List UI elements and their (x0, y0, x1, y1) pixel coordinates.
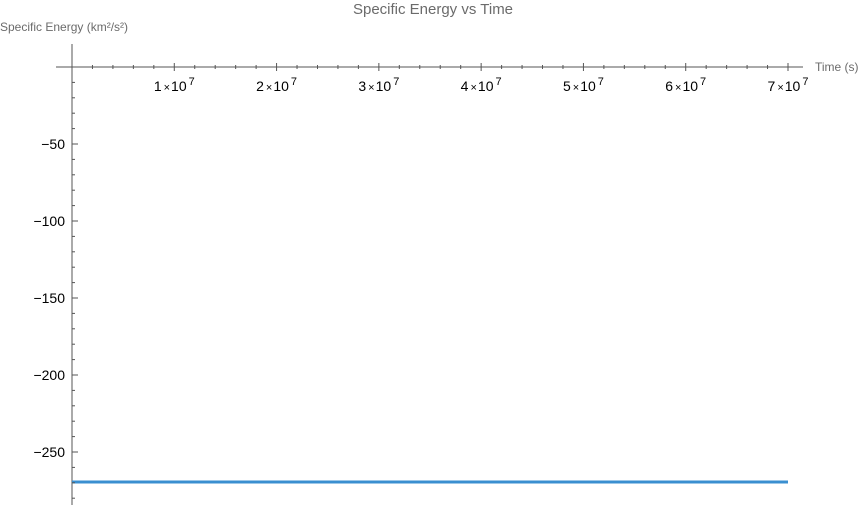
y-tick-label: −150 (33, 290, 65, 306)
x-tick-label: 5 ×10 7 (563, 76, 604, 94)
y-ticks: −50 −100 −150 −200 −250 (33, 81, 78, 499)
x-axis-label: Time (s) (815, 60, 859, 74)
y-tick-label: −250 (33, 444, 65, 460)
x-tick-label: 2 ×10 7 (256, 76, 297, 94)
x-tick-label: 4 ×10 7 (461, 76, 502, 94)
y-axis-label: Specific Energy (km²/s²) (0, 20, 128, 34)
x-ticks: 1 ×10 7 2 ×10 7 3 ×10 7 4 ×10 7 5 ×10 7 6 ×10 7 7 ×10 7 (91, 63, 809, 94)
y-tick-label: −200 (33, 367, 65, 383)
chart-title: Specific Energy vs Time (353, 1, 513, 18)
x-tick-label: 6 ×10 7 (665, 76, 706, 94)
y-tick-label: −100 (33, 213, 65, 229)
x-tick-label: 7 ×10 7 (768, 76, 809, 94)
axes (56, 44, 803, 505)
y-tick-label: −50 (41, 136, 65, 152)
x-tick-label: 1 ×10 7 (154, 76, 195, 94)
x-tick-label: 3 ×10 7 (358, 76, 399, 94)
